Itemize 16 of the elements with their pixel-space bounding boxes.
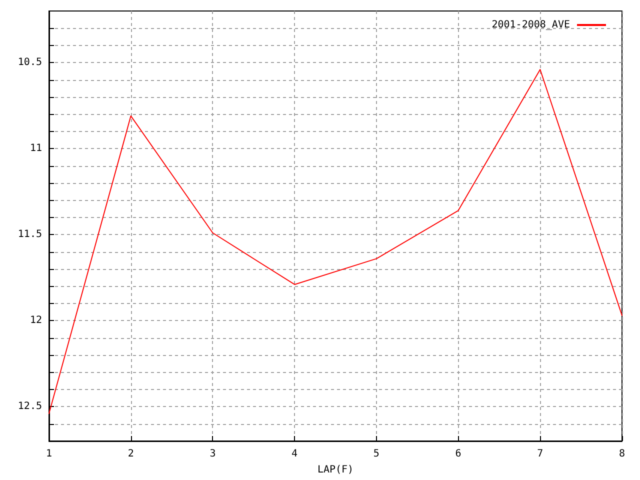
x-tick-label: 7 bbox=[537, 448, 544, 460]
y-tick-label: 11 bbox=[30, 143, 42, 154]
x-tick-label: 8 bbox=[618, 448, 626, 460]
x-tick-label: 4 bbox=[292, 448, 298, 460]
x-tick-label: 1 bbox=[46, 448, 52, 460]
legend-label: 2001-2008_AVE bbox=[492, 20, 570, 30]
x-tick-label: 6 bbox=[455, 448, 462, 460]
x-tick-label: 2 bbox=[128, 448, 134, 460]
y-tick-label: 12.5 bbox=[18, 401, 42, 412]
line-series bbox=[48, 68, 622, 414]
x-tick-label: 3 bbox=[210, 448, 216, 460]
x-tick-label: 5 bbox=[373, 448, 380, 460]
y-tick-label: 12 bbox=[30, 315, 42, 326]
x-axis-title: LAP(F) bbox=[317, 464, 354, 476]
y-tick-label: 11.5 bbox=[18, 229, 42, 240]
y-tick-label: 10.5 bbox=[18, 57, 42, 68]
